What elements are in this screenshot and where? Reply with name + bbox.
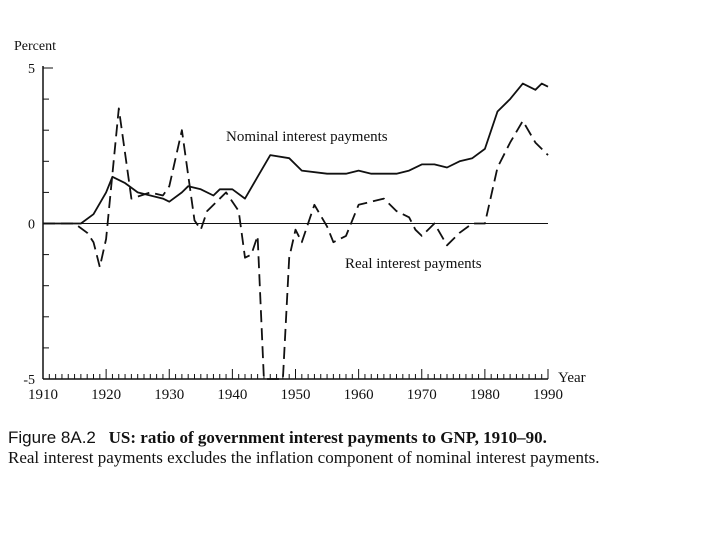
x-tick-label: 1910 [28, 387, 58, 403]
x-tick-label: 1930 [154, 387, 184, 403]
y-tick-label: 0 [28, 218, 35, 233]
y-tick-label: 5 [28, 62, 35, 77]
series-line-real [43, 107, 549, 380]
y-tick-label: -5 [23, 373, 35, 388]
x-tick-label: 1960 [344, 387, 374, 403]
series-line-nominal [43, 82, 549, 225]
caption-figure-label: Figure 8A.2 [8, 428, 96, 447]
annotation-real: Real interest payments [345, 256, 482, 272]
x-tick-label: 1990 [533, 387, 563, 403]
caption-body: Real interest payments excludes the infl… [8, 448, 600, 467]
x-tick-label: 1980 [470, 387, 500, 403]
caption-title: US: ratio of government interest payment… [108, 428, 547, 447]
x-tick-label: 1970 [407, 387, 437, 403]
x-tick-label: 1940 [217, 387, 247, 403]
y-axis-title: Percent [14, 39, 56, 54]
x-axis-title: Year [558, 370, 586, 386]
x-tick-label: 1950 [281, 387, 311, 403]
x-tick-label: 1920 [91, 387, 121, 403]
annotation-nominal: Nominal interest payments [226, 129, 388, 145]
figure-caption: Figure 8A.2 US: ratio of government inte… [8, 428, 716, 468]
